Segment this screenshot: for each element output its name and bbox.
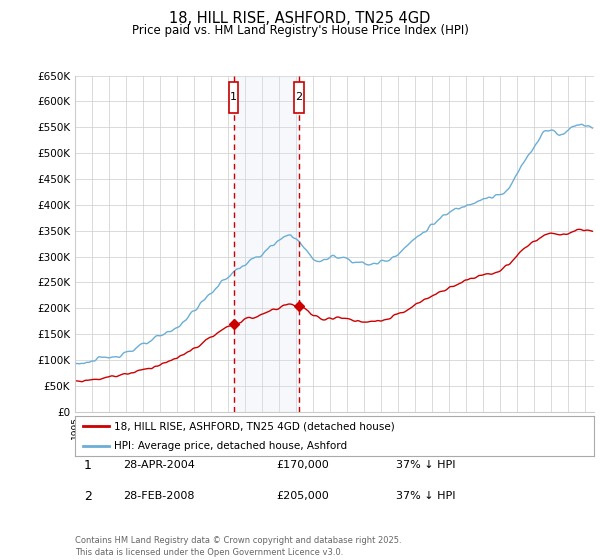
Text: £205,000: £205,000 <box>276 491 329 501</box>
FancyBboxPatch shape <box>229 82 238 113</box>
Text: 28-APR-2004: 28-APR-2004 <box>123 460 195 470</box>
Text: Contains HM Land Registry data © Crown copyright and database right 2025.
This d: Contains HM Land Registry data © Crown c… <box>75 536 401 557</box>
Text: 37% ↓ HPI: 37% ↓ HPI <box>396 491 455 501</box>
Bar <box>233 76 299 412</box>
Text: 18, HILL RISE, ASHFORD, TN25 4GD: 18, HILL RISE, ASHFORD, TN25 4GD <box>169 11 431 26</box>
Text: 2: 2 <box>83 489 92 503</box>
Text: 1: 1 <box>230 92 237 102</box>
Text: 18, HILL RISE, ASHFORD, TN25 4GD (detached house): 18, HILL RISE, ASHFORD, TN25 4GD (detach… <box>114 421 395 431</box>
FancyBboxPatch shape <box>294 82 304 113</box>
Text: 2: 2 <box>295 92 302 102</box>
Text: HPI: Average price, detached house, Ashford: HPI: Average price, detached house, Ashf… <box>114 441 347 451</box>
Text: 28-FEB-2008: 28-FEB-2008 <box>123 491 194 501</box>
Text: 1: 1 <box>83 459 92 472</box>
Text: £170,000: £170,000 <box>276 460 329 470</box>
Text: Price paid vs. HM Land Registry's House Price Index (HPI): Price paid vs. HM Land Registry's House … <box>131 24 469 36</box>
Text: 37% ↓ HPI: 37% ↓ HPI <box>396 460 455 470</box>
